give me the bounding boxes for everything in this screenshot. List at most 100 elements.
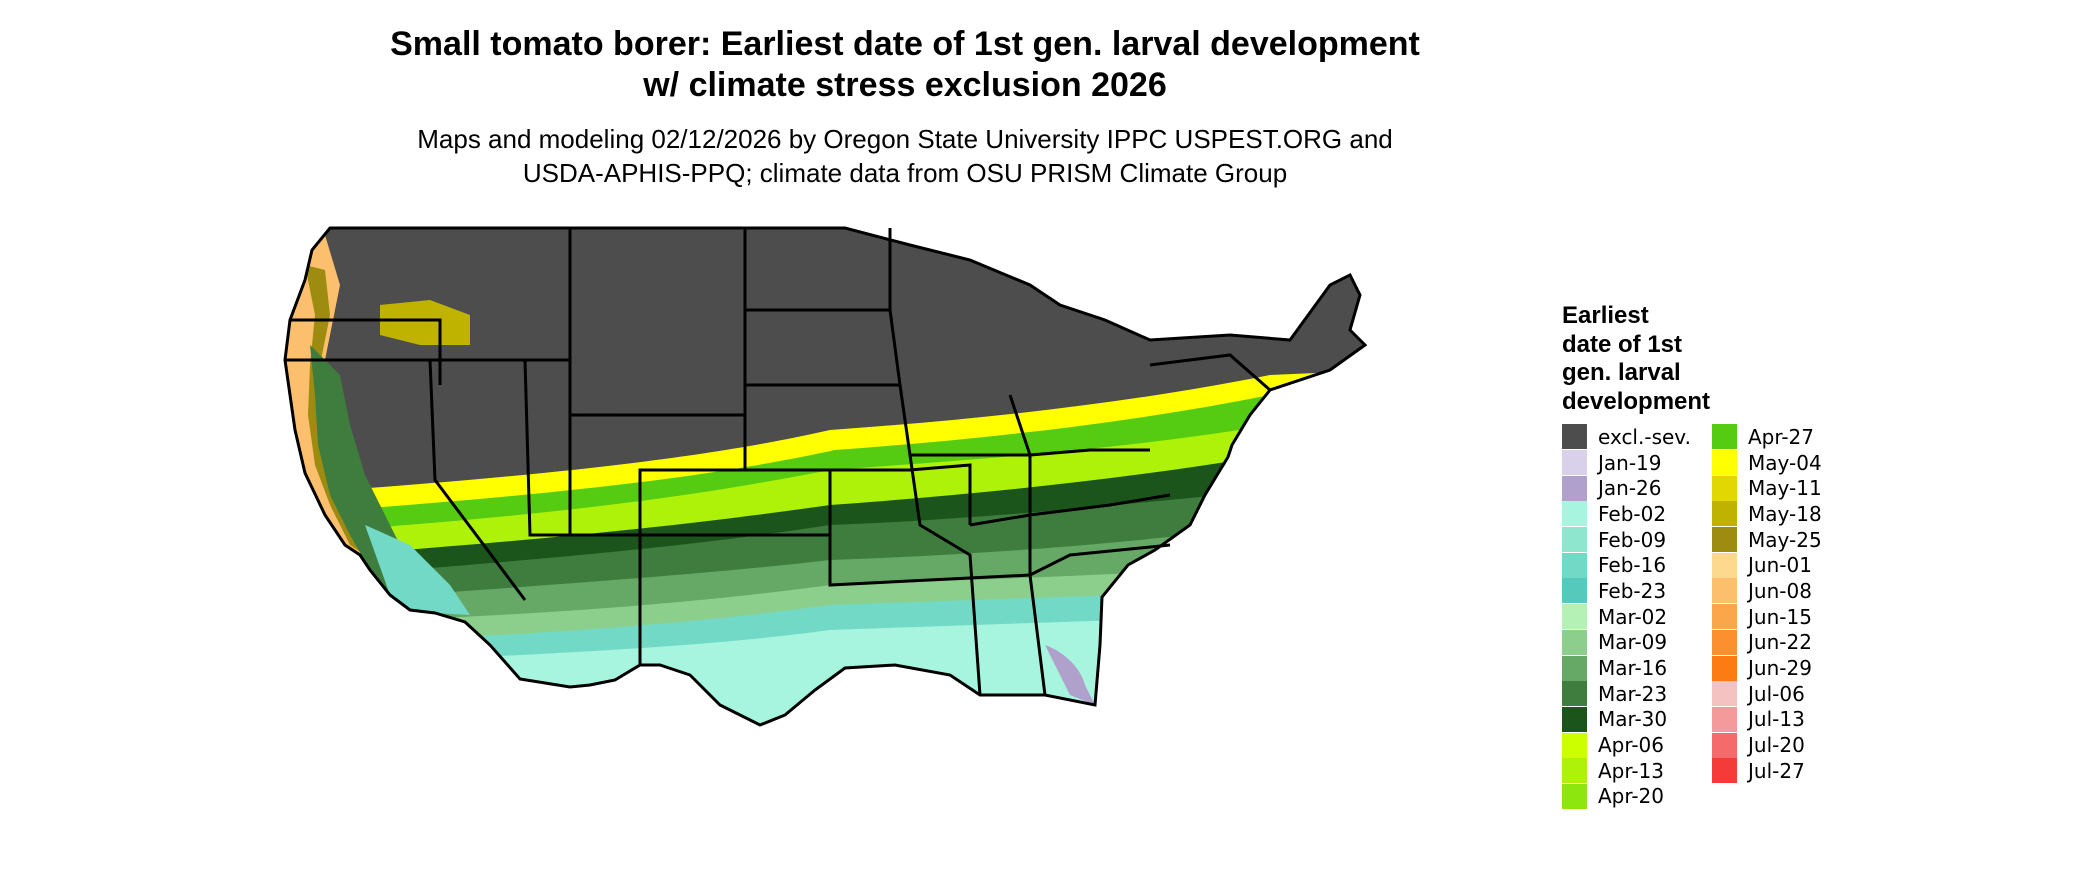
us-phenology-map xyxy=(283,226,1368,727)
legend-label: Jun-08 xyxy=(1748,578,1812,603)
legend-item: Apr-06 xyxy=(1562,732,1698,758)
legend-item: Feb-09 xyxy=(1562,527,1698,553)
legend-item: Feb-02 xyxy=(1562,501,1698,527)
map-title-line-1: Small tomato borer: Earliest date of 1st… xyxy=(390,25,1420,63)
legend-label: Jul-06 xyxy=(1748,681,1805,706)
legend-label: Jun-15 xyxy=(1748,604,1812,629)
legend-label: Mar-23 xyxy=(1598,681,1668,706)
legend-item: Jul-13 xyxy=(1712,706,1848,733)
legend-item: Jun-01 xyxy=(1712,552,1848,578)
legend-label: Apr-20 xyxy=(1598,784,1664,809)
legend-swatch xyxy=(1712,758,1737,784)
legend-column-1: excl.-sev. Jan-19 Jan-26 Feb-02 Feb-09 Feb-16… xyxy=(1562,424,1698,809)
legend-swatch xyxy=(1562,783,1587,809)
map-subtitle-line-2: USDA-APHIS-PPQ; climate data from OSU PR… xyxy=(522,158,1288,188)
legend-title-line: date of 1st xyxy=(1562,330,1683,358)
legend-item: excl.-sev. xyxy=(1562,424,1698,450)
legend-title: Earliest date of 1st gen. larval develop… xyxy=(1562,302,1848,416)
legend-swatch xyxy=(1712,450,1737,476)
legend-swatch xyxy=(1562,501,1587,527)
legend-item: Apr-20 xyxy=(1562,783,1698,810)
legend-label: May-25 xyxy=(1748,527,1822,552)
legend-item: May-18 xyxy=(1712,501,1848,527)
legend-label: Jun-01 xyxy=(1748,553,1812,578)
legend-item: Mar-02 xyxy=(1562,604,1698,630)
legend-label: Feb-23 xyxy=(1598,578,1667,603)
map-subtitle: Maps and modeling 02/12/2026 by Oregon S… xyxy=(355,122,1455,190)
legend-title-line: Earliest xyxy=(1562,302,1649,329)
state-borders xyxy=(283,226,1368,727)
legend-label: Mar-02 xyxy=(1598,604,1668,629)
legend-swatch xyxy=(1562,732,1587,758)
legend-swatch xyxy=(1712,578,1737,604)
legend-item: Jul-06 xyxy=(1712,681,1848,707)
legend-swatch xyxy=(1562,475,1587,501)
legend-item: Apr-13 xyxy=(1562,758,1698,784)
legend-swatch xyxy=(1562,527,1587,553)
legend-label: Jun-22 xyxy=(1748,630,1812,655)
legend-swatch xyxy=(1712,501,1737,527)
map-title-line-2: w/ climate stress exclusion 2026 xyxy=(643,66,1167,104)
legend-label: Jul-13 xyxy=(1748,707,1805,732)
legend-label: Apr-06 xyxy=(1598,733,1664,758)
legend-swatch xyxy=(1562,578,1587,604)
phenology-bands xyxy=(285,228,1365,725)
legend-label: Jan-19 xyxy=(1598,450,1662,475)
legend-item: Jun-15 xyxy=(1712,604,1848,630)
legend-item: Mar-09 xyxy=(1562,629,1698,656)
legend-swatch xyxy=(1562,681,1587,707)
legend-item: Apr-27 xyxy=(1712,424,1848,450)
legend-swatch xyxy=(1562,706,1587,732)
legend-label: excl.-sev. xyxy=(1598,424,1691,449)
legend-title-line: gen. larval xyxy=(1562,359,1681,386)
legend-item: Jan-19 xyxy=(1562,450,1698,476)
legend-item: Jul-20 xyxy=(1712,732,1848,758)
legend-swatch xyxy=(1562,450,1587,476)
legend-label: May-04 xyxy=(1748,450,1822,475)
legend: Earliest date of 1st gen. larval develop… xyxy=(1562,302,1848,809)
legend-swatch xyxy=(1562,552,1587,578)
legend-label: Feb-09 xyxy=(1598,527,1667,552)
legend-swatch xyxy=(1562,655,1587,681)
legend-swatch xyxy=(1562,629,1587,655)
legend-item: Jan-26 xyxy=(1562,475,1698,501)
legend-item: May-25 xyxy=(1712,527,1848,553)
legend-title-line: development xyxy=(1562,387,1711,415)
legend-swatch xyxy=(1712,655,1737,681)
legend-label: Mar-16 xyxy=(1598,656,1668,681)
legend-swatch xyxy=(1712,424,1737,450)
legend-item: Mar-30 xyxy=(1562,706,1698,733)
legend-swatch xyxy=(1712,527,1737,553)
legend-label: Apr-13 xyxy=(1598,758,1664,783)
legend-columns: excl.-sev. Jan-19 Jan-26 Feb-02 Feb-09 Feb-16… xyxy=(1562,424,1848,809)
legend-swatch xyxy=(1712,681,1737,707)
legend-item: May-11 xyxy=(1712,475,1848,501)
legend-swatch xyxy=(1712,604,1737,630)
map-subtitle-line-1: Maps and modeling 02/12/2026 by Oregon S… xyxy=(417,124,1393,154)
legend-label: Apr-27 xyxy=(1748,424,1814,449)
legend-item: Mar-23 xyxy=(1562,681,1698,707)
legend-swatch xyxy=(1562,758,1587,784)
legend-swatch xyxy=(1712,706,1737,732)
legend-swatch xyxy=(1562,424,1587,450)
legend-item: Mar-16 xyxy=(1562,655,1698,681)
legend-label: May-11 xyxy=(1748,476,1822,501)
legend-label: Jul-20 xyxy=(1748,733,1805,758)
legend-item: May-04 xyxy=(1712,450,1848,476)
legend-item: Jun-29 xyxy=(1712,655,1848,681)
legend-label: Feb-16 xyxy=(1598,553,1667,578)
legend-column-2: Apr-27 May-04 May-11 May-18 May-25 Jun-01 Jun-… xyxy=(1712,424,1848,809)
legend-swatch xyxy=(1562,604,1587,630)
legend-swatch xyxy=(1712,552,1737,578)
legend-item: Jul-27 xyxy=(1712,758,1848,784)
legend-label: Jan-26 xyxy=(1598,476,1662,501)
legend-swatch xyxy=(1712,629,1737,655)
legend-item: Jun-22 xyxy=(1712,629,1848,656)
legend-label: Feb-02 xyxy=(1598,501,1667,526)
legend-item: Jun-08 xyxy=(1712,578,1848,604)
legend-label: Mar-30 xyxy=(1598,707,1668,732)
legend-swatch xyxy=(1712,732,1737,758)
map-title: Small tomato borer: Earliest date of 1st… xyxy=(355,24,1455,106)
legend-label: Jun-29 xyxy=(1748,656,1812,681)
legend-label: May-18 xyxy=(1748,501,1822,526)
